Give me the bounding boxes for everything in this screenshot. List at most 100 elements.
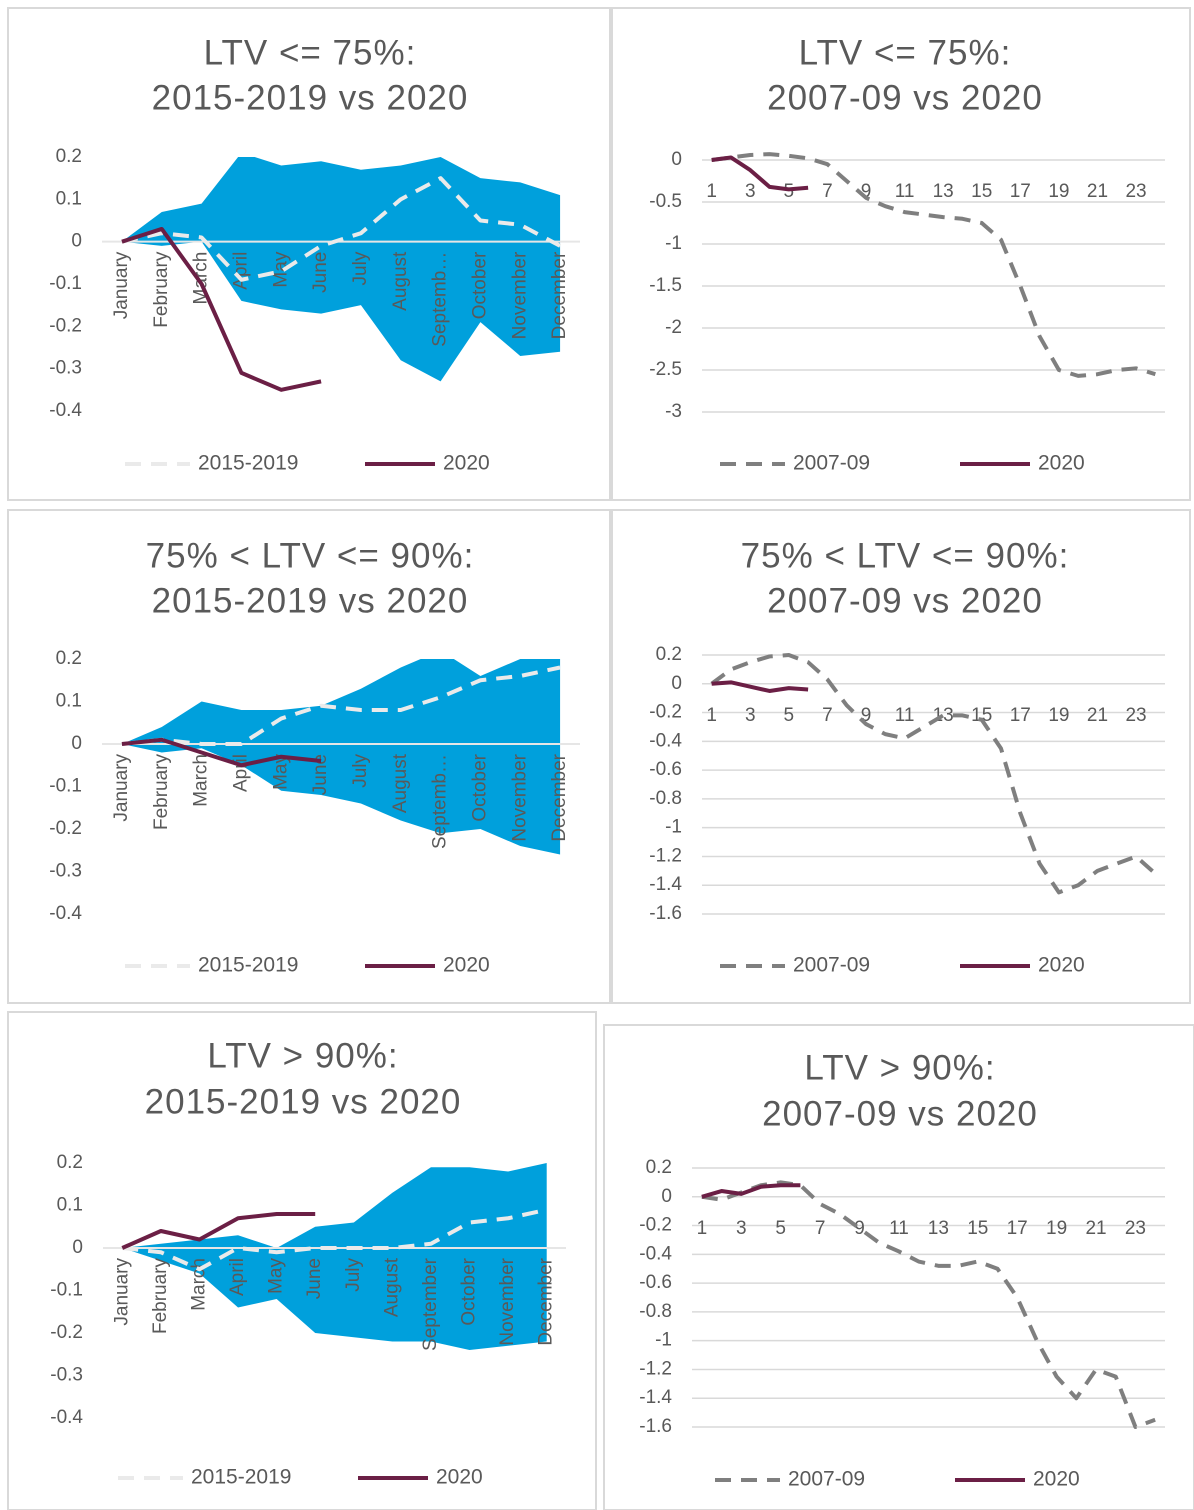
x-tick-label: May bbox=[270, 754, 291, 790]
series-line bbox=[701, 1183, 801, 1199]
panel-border bbox=[603, 1024, 1194, 1510]
x-tick-label: 9 bbox=[854, 1218, 865, 1239]
x-tick-label: August bbox=[390, 251, 411, 311]
x-tick-label: 15 bbox=[971, 181, 992, 202]
y-tick-label: -1.2 bbox=[649, 845, 682, 866]
y-tick-label: -1.4 bbox=[639, 1387, 672, 1408]
x-tick-label: March bbox=[188, 1258, 209, 1311]
x-tick-label: 15 bbox=[971, 705, 992, 726]
y-tick-label: -0.6 bbox=[649, 759, 682, 780]
x-tick-label: 13 bbox=[933, 181, 954, 202]
x-tick-label: 1 bbox=[706, 181, 717, 202]
x-tick-label: October bbox=[459, 1257, 480, 1325]
chart-panel: LTV > 90%: 2007-09 vs 2020 0.2 0 -0.2 -0.4 -0.… bbox=[603, 1024, 1194, 1510]
chart-panel: LTV > 90%: 2015-2019 vs 2020 0.2 0.1 0 -0.1 -0… bbox=[7, 1011, 597, 1510]
y-tick-label: -0.3 bbox=[50, 1365, 83, 1386]
y-tick-label: -0.2 bbox=[50, 1322, 83, 1343]
y-tick-label: -0.4 bbox=[50, 1407, 83, 1428]
chart-title: LTV <= 75%: bbox=[799, 33, 1012, 72]
y-tick-label: -1.5 bbox=[649, 275, 682, 296]
x-tick-label: 5 bbox=[784, 181, 795, 202]
y-tick-label: -1.6 bbox=[639, 1416, 672, 1437]
series-line bbox=[121, 176, 562, 282]
x-tick-label: July bbox=[350, 754, 371, 788]
y-tick-label: -1 bbox=[665, 817, 682, 838]
legend-label: 2015-2019 bbox=[198, 954, 298, 977]
x-tick-label: 21 bbox=[1087, 705, 1108, 726]
x-tick-label: 7 bbox=[822, 705, 833, 726]
x-tick-label: January bbox=[111, 754, 132, 822]
y-tick-label: -0.8 bbox=[649, 788, 682, 809]
y-tick-label: -0.4 bbox=[649, 730, 682, 751]
x-tick-label: 21 bbox=[1087, 181, 1108, 202]
x-tick-label: 7 bbox=[815, 1218, 826, 1239]
x-tick-label: August bbox=[381, 1257, 402, 1317]
x-tick-label: October bbox=[469, 251, 490, 319]
y-tick-label: -1 bbox=[655, 1330, 672, 1351]
chart-subtitle: 2007-09 vs 2020 bbox=[767, 78, 1043, 117]
y-tick-label: -1.2 bbox=[639, 1358, 672, 1379]
chart-panel: 75% < LTV <= 90%: 2007-09 vs 2020 0.2 0 -0.2… bbox=[611, 509, 1191, 1004]
y-tick-label: -0.2 bbox=[649, 702, 682, 723]
chart-title: 75% < LTV <= 90%: bbox=[146, 536, 475, 575]
chart-subtitle: 2015-2019 vs 2020 bbox=[152, 581, 469, 620]
x-tick-label: Septemb… bbox=[430, 754, 451, 849]
y-tick-label: -0.3 bbox=[49, 861, 82, 882]
x-tick-label: June bbox=[304, 1258, 325, 1299]
x-tick-label: August bbox=[390, 753, 411, 813]
y-tick-label: -0.4 bbox=[49, 903, 82, 924]
legend-label: 2020 bbox=[1033, 1468, 1080, 1491]
legend-label: 2020 bbox=[443, 954, 490, 977]
chart-panel: 75% < LTV <= 90%: 2015-2019 vs 2020 0.2 0.1… bbox=[7, 509, 611, 1004]
x-tick-label: March bbox=[191, 754, 212, 807]
series-line bbox=[710, 653, 1157, 895]
chart-title: 75% < LTV <= 90%: bbox=[741, 536, 1070, 575]
x-tick-label: April bbox=[230, 252, 251, 290]
y-tick-label: -1.6 bbox=[649, 903, 682, 924]
legend-label: 2007-09 bbox=[793, 452, 870, 475]
legend-label: 2020 bbox=[443, 452, 490, 475]
chart-title: LTV <= 75%: bbox=[204, 33, 417, 72]
panel-border bbox=[611, 509, 1191, 1004]
chart-subtitle: 2007-09 vs 2020 bbox=[767, 581, 1043, 620]
series-line bbox=[122, 1207, 548, 1272]
y-tick-label: -0.1 bbox=[49, 273, 82, 294]
x-tick-label: 17 bbox=[1010, 181, 1031, 202]
x-tick-label: July bbox=[350, 251, 371, 285]
series-line bbox=[121, 1212, 316, 1250]
x-tick-label: December bbox=[549, 251, 570, 339]
y-tick-label: 0 bbox=[671, 673, 682, 694]
x-tick-label: Septemb… bbox=[430, 252, 451, 347]
y-tick-label: -1.4 bbox=[649, 874, 682, 895]
chart-subtitle: 2007-09 vs 2020 bbox=[762, 1094, 1038, 1133]
x-tick-label: 19 bbox=[1048, 181, 1069, 202]
x-tick-label: January bbox=[111, 251, 132, 319]
x-tick-label: February bbox=[150, 1258, 171, 1335]
y-tick-label: -0.4 bbox=[639, 1243, 672, 1264]
x-tick-label: 5 bbox=[784, 705, 795, 726]
panel-border bbox=[611, 7, 1191, 501]
x-tick-label: 3 bbox=[736, 1218, 747, 1239]
x-tick-label: 7 bbox=[822, 181, 833, 202]
x-tick-label: 3 bbox=[745, 181, 756, 202]
x-tick-label: 9 bbox=[861, 705, 872, 726]
x-tick-label: 11 bbox=[895, 705, 915, 726]
x-tick-label: December bbox=[536, 1257, 557, 1345]
x-tick-label: 11 bbox=[895, 181, 915, 202]
x-tick-label: 23 bbox=[1125, 181, 1146, 202]
x-tick-label: June bbox=[310, 252, 331, 293]
x-tick-label: 9 bbox=[861, 181, 872, 202]
y-tick-label: -0.4 bbox=[49, 400, 82, 421]
y-tick-label: -0.2 bbox=[49, 315, 82, 336]
x-tick-label: 17 bbox=[1010, 705, 1031, 726]
y-tick-label: 0.2 bbox=[656, 644, 682, 665]
y-tick-label: -0.6 bbox=[639, 1272, 672, 1293]
y-tick-label: 0 bbox=[671, 149, 682, 170]
y-tick-label: 0.2 bbox=[57, 1152, 83, 1173]
x-tick-label: 3 bbox=[745, 705, 756, 726]
chart-title: LTV > 90%: bbox=[207, 1036, 398, 1075]
x-tick-label: June bbox=[310, 754, 331, 795]
x-tick-label: 5 bbox=[775, 1218, 786, 1239]
series-line bbox=[711, 152, 1156, 378]
legend-label: 2015-2019 bbox=[198, 452, 298, 475]
